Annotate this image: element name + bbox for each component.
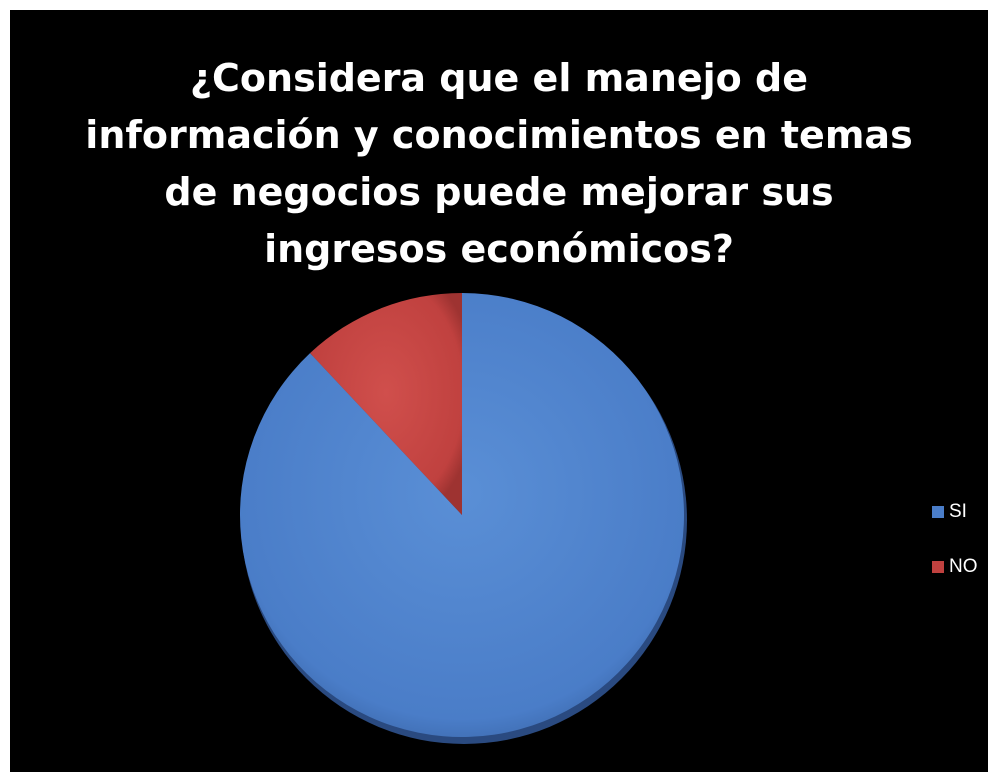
legend-item-si: SI (932, 500, 978, 524)
legend-swatch-no (932, 561, 944, 573)
legend: SI NO (932, 500, 978, 610)
legend-label-no: NO (949, 556, 978, 577)
pie-chart (240, 293, 687, 744)
chart-title: ¿Considera que el manejo de información … (85, 56, 913, 271)
legend-swatch-si (932, 506, 944, 518)
pie-slice-si (240, 293, 685, 737)
chart-frame: ¿Considera que el manejo de información … (10, 10, 988, 772)
legend-label-si: SI (949, 501, 967, 522)
pie-slice-no (310, 293, 462, 515)
legend-item-no: NO (932, 555, 978, 579)
